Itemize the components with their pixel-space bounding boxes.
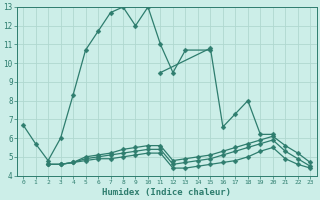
X-axis label: Humidex (Indice chaleur): Humidex (Indice chaleur) (102, 188, 231, 197)
